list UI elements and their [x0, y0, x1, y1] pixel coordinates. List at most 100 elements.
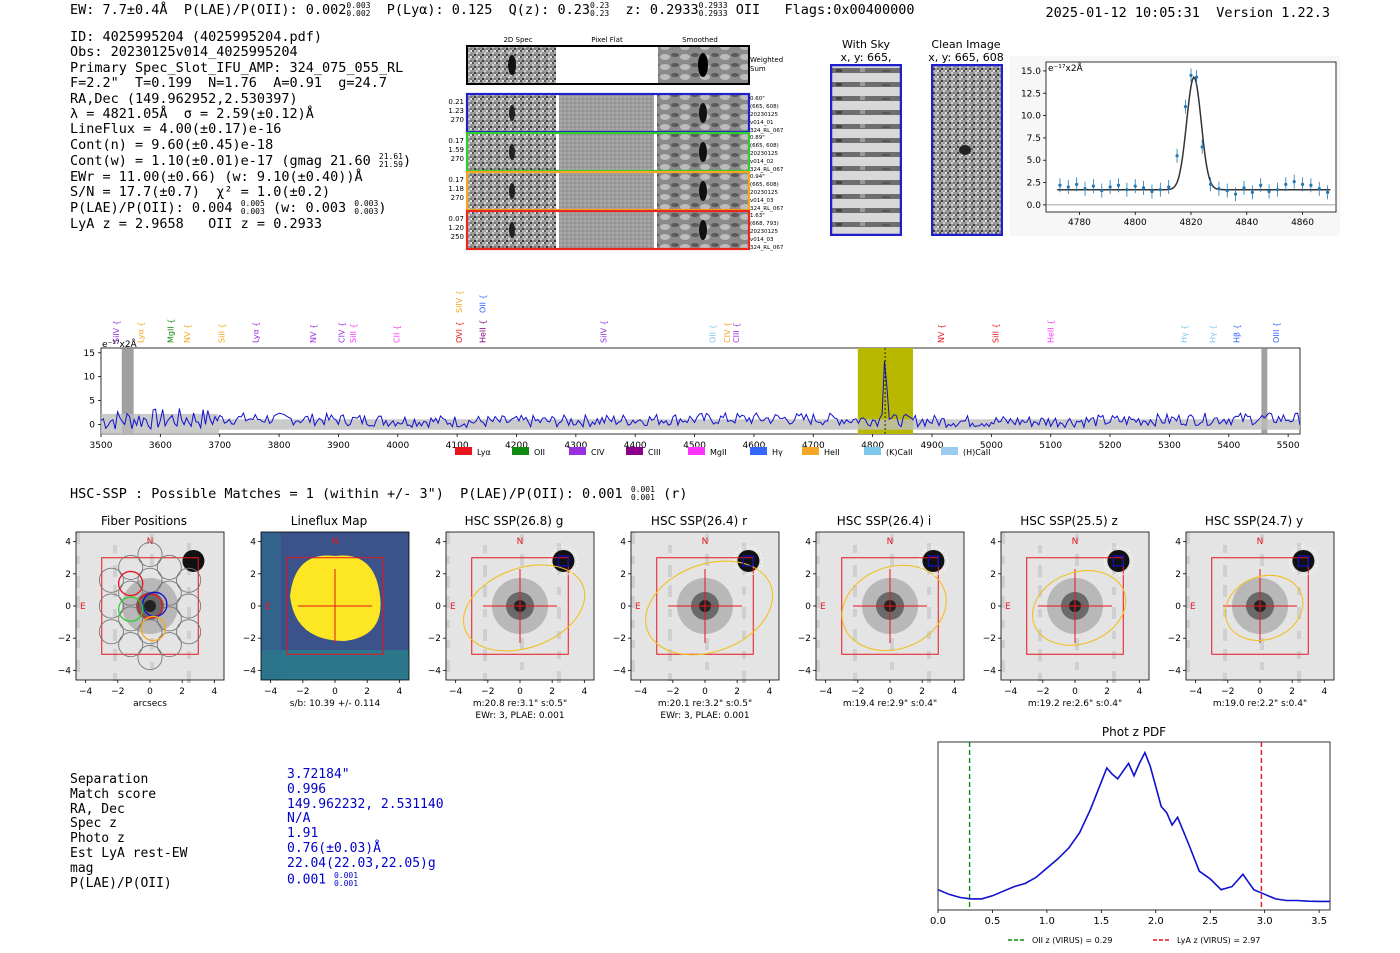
zoom-data-point: [1284, 182, 1288, 186]
aperture-box: [1211, 557, 1309, 655]
compass-east: E: [1005, 602, 1011, 612]
hsc-xtick-label: −4: [1189, 687, 1203, 697]
hsc-ytick-label: 0: [805, 602, 811, 612]
fiber-circle: [98, 567, 124, 593]
aperture-box: [101, 557, 199, 655]
galaxy-ellipse: [841, 564, 947, 652]
spectral-line-top-label: OII {: [479, 294, 488, 313]
hsc-panel: HSC SSP(26.4) r N E 4 2 0 −2 −4 −4 −2 0 2 4 m:20.1 re…: [613, 514, 780, 721]
exposure-right-label: 324_RL_067: [750, 128, 784, 134]
masked-band: [121, 348, 134, 434]
legend-swatch: [941, 447, 958, 455]
info-primary: Primary Spec_Slot_IFU_AMP: 324_075_055_R…: [70, 59, 404, 76]
full-ytick-label: 15: [84, 349, 95, 359]
fiber-circle: [118, 580, 144, 606]
zoom-data-point: [1225, 188, 1229, 193]
full-xtick-label: 4400: [624, 441, 647, 451]
datetime: 2025-01-12 10:05:31: [1045, 5, 1200, 21]
fiber-circle: [176, 593, 202, 619]
exposure-right-label: 324_RL_067: [750, 206, 784, 212]
col-title-pixelflat: Pixel Flat: [591, 36, 623, 44]
zoom-ytick-label: 0.0: [1027, 201, 1042, 211]
exposure-right-label: 324_RL_067: [750, 245, 784, 251]
match-box: [927, 555, 940, 567]
zoom-xtick-label: 4800: [1124, 218, 1147, 228]
compass-east: E: [450, 602, 456, 612]
aperture-box: [1026, 557, 1124, 655]
hsc-xtick-label: 4: [581, 687, 587, 697]
fiber-circle: [118, 554, 144, 580]
hsc-xtick-label: −2: [481, 687, 494, 697]
legend-swatch: [569, 447, 586, 455]
hsc-ytick-label: −2: [58, 634, 71, 644]
spectral-line-label: CIV {: [337, 322, 346, 343]
exposure-left-label: 0.07: [448, 215, 464, 223]
info-contn: Cont(n) = 9.60(±0.45)e-18: [70, 136, 274, 153]
zoom-data-point: [1189, 73, 1193, 77]
hsc-ytick-label: 0: [1175, 602, 1181, 612]
exposure-left-label: 270: [451, 194, 464, 202]
exposure-right-label: v014_01: [750, 120, 774, 126]
full-xtick-label: 4900: [921, 441, 944, 451]
hsc-xtick-label: −2: [296, 687, 309, 697]
spectral-line-label: SiIV {: [112, 320, 121, 343]
neighbor-source: [182, 549, 205, 572]
exposure-left-label: 0.17: [448, 137, 464, 145]
hsc-header: HSC-SSP : Possible Matches = 1 (within +…: [70, 485, 688, 503]
zoom-data-point: [1326, 190, 1330, 194]
hsc-panel-title: HSC SSP(26.8) g: [465, 514, 564, 528]
compass-north: N: [147, 537, 154, 547]
hsc-ytick-label: −4: [983, 666, 997, 676]
exposure-left-label: 0.17: [448, 176, 464, 184]
compass-north: N: [332, 537, 339, 547]
exposure-right-label: v014_03: [750, 237, 774, 243]
spectral-line-label: MgII {: [166, 319, 175, 343]
datetime-version: 2025-01-12 10:05:31 Version 1.22.3: [1046, 5, 1331, 21]
header-summary: EW: 7.7±0.4Å P(LAE)/P(OII): 0.0020.003 0.…: [70, 1, 915, 19]
hsc-ytick-label: 2: [805, 570, 811, 580]
exposure-right-label: 20230125: [750, 112, 778, 118]
fiber-circle: [156, 606, 182, 632]
exposure-right-label: (668, 793): [750, 221, 779, 227]
compass-east: E: [80, 602, 86, 612]
zoom-data-point: [1217, 187, 1221, 191]
fiber-circle: [156, 554, 182, 580]
plae-header-frac: 0.003 0.002: [346, 1, 371, 18]
spectral-line-label: OIII {: [1272, 322, 1281, 343]
zoom-data-point: [1259, 183, 1263, 187]
exposure-right-label: v014_03: [750, 198, 774, 204]
spectral-line-label: Hγ {: [1209, 325, 1218, 343]
zoom-data-point: [1100, 188, 1104, 193]
spectral-line-label: SiII {: [217, 323, 226, 343]
hsc-xtick-label: 4: [211, 687, 217, 697]
fiber-circle: [137, 644, 163, 670]
exposure-right-label: (665, 608): [750, 143, 779, 149]
full-ytick-label: 10: [84, 373, 96, 383]
exposure-right-label: 1.63": [750, 213, 765, 219]
full-xtick-label: 4000: [386, 441, 409, 451]
zoom-data-point: [1125, 188, 1129, 192]
compass-north: N: [887, 537, 894, 547]
plae-header: P(LAE)/P(OII): 0.002: [183, 2, 347, 18]
hsc-ytick-label: 2: [990, 570, 996, 580]
summary-value: 0.996: [287, 781, 327, 797]
hsc-panel-title: Lineflux Map: [291, 514, 367, 528]
photz-title: Phot z PDF: [1102, 725, 1166, 739]
hsc-ytick-label: 2: [250, 570, 256, 580]
exposure-right-label: 324_RL_067: [750, 167, 784, 173]
summary-value: 0.001 0.001 0.001: [287, 870, 359, 888]
spectral-line-label: NV {: [309, 324, 318, 343]
legend-label: CIII: [648, 448, 661, 457]
spectral-line-label: Lyα {: [137, 322, 146, 343]
zoom-ytick-label: 12.5: [1021, 89, 1041, 99]
zoom-data-point: [1317, 187, 1321, 191]
info-contw: Cont(w) = 1.10(±0.01)e-17 (gmag 21.60 21…: [70, 152, 412, 170]
summary-label: Photo z: [70, 831, 125, 847]
summary-label: Match score: [70, 786, 157, 802]
photz-xtick-label: 0.0: [930, 916, 946, 927]
full-flux-line: [100, 360, 1301, 431]
compass-east: E: [1190, 602, 1196, 612]
hsc-ytick-label: −2: [798, 634, 811, 644]
full-xtick-label: 5500: [1277, 441, 1300, 451]
legend-swatch: [626, 447, 643, 455]
